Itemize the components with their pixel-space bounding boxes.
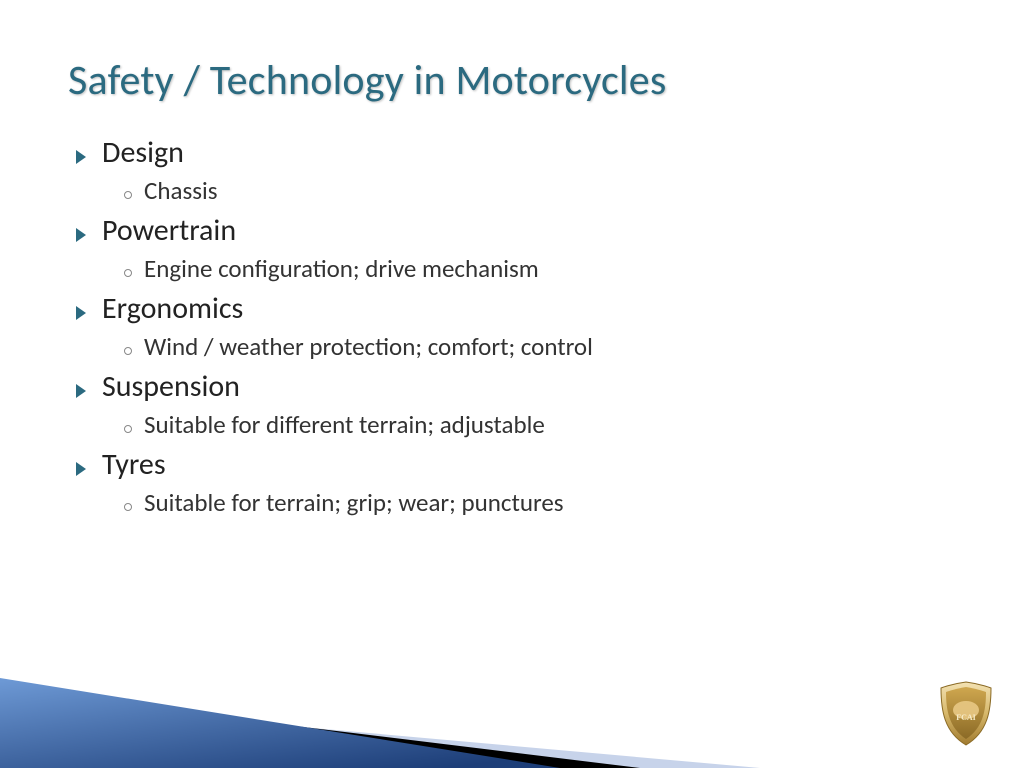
list-subitem-label: Wind / weather protection; comfort; cont… <box>144 331 593 362</box>
ring-bullet-icon <box>124 191 132 199</box>
list-item: Powertrain <box>76 212 956 249</box>
arrow-bullet-icon <box>76 228 86 242</box>
ring-bullet-icon <box>124 269 132 277</box>
ring-bullet-icon <box>124 425 132 433</box>
list-item-label: Suspension <box>102 368 240 405</box>
arrow-bullet-icon <box>76 306 86 320</box>
list-item: Tyres <box>76 446 956 483</box>
list-item-label: Ergonomics <box>102 290 243 327</box>
ring-bullet-icon <box>124 503 132 511</box>
arrow-bullet-icon <box>76 150 86 164</box>
list-subitem: Suitable for different terrain; adjustab… <box>124 409 956 440</box>
slide-title: Safety / Technology in Motorcycles <box>68 55 956 106</box>
fcai-logo-icon: FCAI <box>936 680 996 748</box>
list-subitem-label: Suitable for terrain; grip; wear; punctu… <box>144 487 564 518</box>
list-item: Design <box>76 134 956 171</box>
slide: Safety / Technology in Motorcycles Desig… <box>0 0 1024 768</box>
list-item-label: Tyres <box>102 446 166 483</box>
list-item-label: Powertrain <box>102 212 236 249</box>
list-subitem: Chassis <box>124 175 956 206</box>
arrow-bullet-icon <box>76 462 86 476</box>
list-subitem-label: Engine configuration; drive mechanism <box>144 253 539 284</box>
arrow-bullet-icon <box>76 384 86 398</box>
list-subitem: Wind / weather protection; comfort; cont… <box>124 331 956 362</box>
list-subitem-label: Suitable for different terrain; adjustab… <box>144 409 545 440</box>
list-subitem: Engine configuration; drive mechanism <box>124 253 956 284</box>
list-item: Suspension <box>76 368 956 405</box>
list-item-label: Design <box>102 134 184 171</box>
list-item: Ergonomics <box>76 290 956 327</box>
logo-label: FCAI <box>956 713 976 722</box>
list-subitem: Suitable for terrain; grip; wear; punctu… <box>124 487 956 518</box>
list-subitem-label: Chassis <box>144 175 218 206</box>
ring-bullet-icon <box>124 347 132 355</box>
bullet-list: Design Chassis Powertrain Engine configu… <box>68 134 956 518</box>
